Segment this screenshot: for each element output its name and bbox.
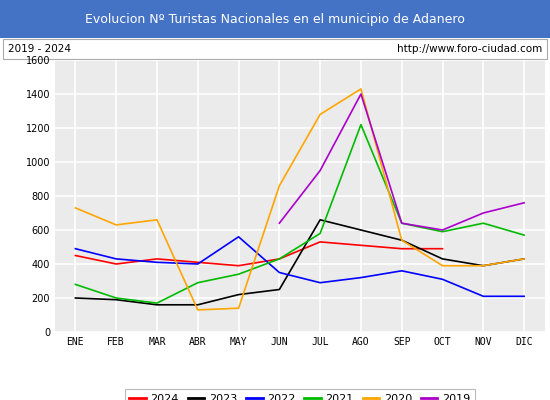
Legend: 2024, 2023, 2022, 2021, 2020, 2019: 2024, 2023, 2022, 2021, 2020, 2019: [125, 389, 475, 400]
Text: 2019 - 2024: 2019 - 2024: [8, 44, 72, 54]
Text: http://www.foro-ciudad.com: http://www.foro-ciudad.com: [397, 44, 542, 54]
Text: Evolucion Nº Turistas Nacionales en el municipio de Adanero: Evolucion Nº Turistas Nacionales en el m…: [85, 12, 465, 26]
